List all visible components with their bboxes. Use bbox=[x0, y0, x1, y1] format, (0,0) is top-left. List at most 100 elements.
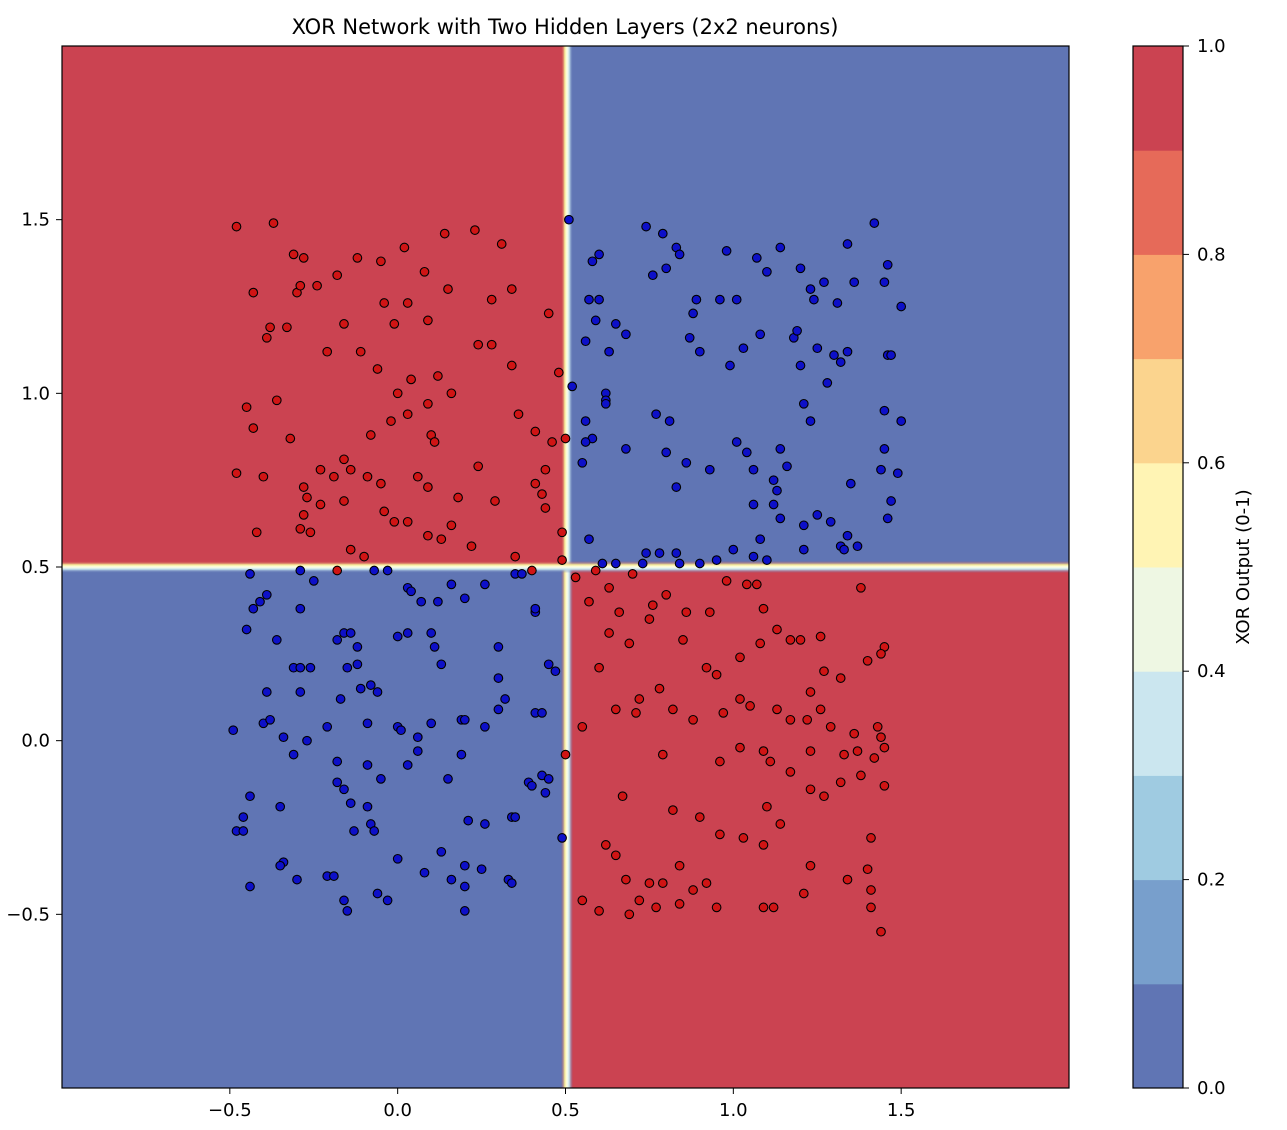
point-class-0 bbox=[661, 263, 672, 274]
point-class-1 bbox=[557, 555, 567, 565]
scatter-points bbox=[228, 214, 907, 937]
point-class-1 bbox=[849, 728, 860, 739]
colorbar-tick-label: 0.8 bbox=[1197, 244, 1226, 265]
point-class-0 bbox=[436, 659, 447, 670]
point-class-1 bbox=[862, 864, 873, 875]
colorbar-band bbox=[1133, 358, 1183, 464]
point-class-0 bbox=[419, 867, 430, 878]
point-class-0 bbox=[308, 576, 319, 586]
point-class-1 bbox=[590, 565, 601, 576]
point-class-1 bbox=[678, 635, 688, 645]
point-class-1 bbox=[295, 523, 306, 534]
point-class-0 bbox=[671, 482, 682, 492]
point-class-1 bbox=[668, 805, 678, 815]
point-class-0 bbox=[681, 457, 692, 468]
point-class-0 bbox=[332, 777, 343, 788]
point-class-1 bbox=[852, 746, 863, 756]
point-class-0 bbox=[302, 735, 312, 746]
point-class-0 bbox=[530, 603, 541, 614]
point-class-1 bbox=[701, 878, 712, 888]
point-class-0 bbox=[392, 853, 403, 864]
point-class-1 bbox=[355, 346, 366, 357]
point-class-0 bbox=[459, 714, 470, 725]
point-class-0 bbox=[406, 586, 416, 597]
x-tick-label: −0.5 bbox=[208, 1100, 252, 1121]
point-class-1 bbox=[657, 749, 668, 760]
colorbar-band bbox=[1133, 879, 1183, 985]
point-class-0 bbox=[342, 906, 353, 916]
point-class-0 bbox=[775, 513, 786, 524]
point-class-0 bbox=[295, 603, 306, 614]
point-class-0 bbox=[261, 589, 272, 600]
point-class-1 bbox=[423, 530, 433, 541]
point-class-1 bbox=[486, 294, 497, 305]
point-class-1 bbox=[530, 478, 541, 489]
point-class-0 bbox=[768, 499, 779, 510]
point-class-0 bbox=[805, 416, 816, 426]
point-class-1 bbox=[604, 628, 614, 638]
point-class-1 bbox=[798, 888, 809, 899]
point-class-1 bbox=[298, 482, 309, 492]
point-class-1 bbox=[389, 516, 400, 527]
point-class-0 bbox=[798, 398, 809, 409]
region-top-right-class-0 bbox=[567, 46, 1069, 567]
colorbar-tick-label: 0.6 bbox=[1197, 453, 1226, 474]
point-class-0 bbox=[731, 437, 742, 447]
point-class-0 bbox=[580, 416, 591, 426]
point-class-0 bbox=[594, 294, 604, 305]
point-class-0 bbox=[345, 798, 356, 809]
region-top-left-class-1 bbox=[62, 46, 567, 567]
point-class-1 bbox=[379, 298, 390, 308]
point-class-1 bbox=[362, 471, 373, 482]
point-class-0 bbox=[332, 635, 343, 645]
point-class-0 bbox=[580, 437, 591, 447]
point-class-0 bbox=[741, 447, 752, 458]
point-class-1 bbox=[802, 714, 813, 725]
point-class-1 bbox=[718, 708, 729, 718]
point-class-1 bbox=[694, 812, 705, 822]
point-class-1 bbox=[715, 756, 725, 767]
point-class-1 bbox=[376, 256, 386, 267]
point-class-0 bbox=[372, 888, 383, 899]
point-class-0 bbox=[610, 558, 621, 569]
point-class-1 bbox=[261, 332, 272, 343]
point-class-0 bbox=[345, 628, 356, 638]
point-class-0 bbox=[557, 833, 567, 843]
point-class-0 bbox=[798, 544, 809, 555]
point-class-1 bbox=[231, 468, 242, 479]
point-class-1 bbox=[805, 746, 816, 756]
point-class-0 bbox=[775, 444, 786, 454]
point-class-1 bbox=[339, 454, 349, 465]
point-class-1 bbox=[315, 499, 326, 510]
point-class-0 bbox=[842, 239, 853, 249]
colorbar-label: XOR Output (0-1) bbox=[1233, 489, 1254, 644]
point-class-0 bbox=[339, 895, 349, 906]
point-class-1 bbox=[513, 409, 524, 420]
point-class-0 bbox=[245, 881, 255, 892]
point-class-1 bbox=[305, 527, 316, 538]
point-class-0 bbox=[694, 558, 705, 569]
point-class-1 bbox=[775, 819, 786, 829]
point-class-0 bbox=[896, 301, 907, 312]
point-class-0 bbox=[782, 461, 792, 472]
point-class-0 bbox=[651, 409, 661, 420]
point-class-0 bbox=[825, 516, 836, 527]
point-class-0 bbox=[412, 746, 423, 756]
point-class-0 bbox=[459, 881, 470, 892]
point-class-0 bbox=[600, 398, 611, 409]
point-class-1 bbox=[856, 770, 866, 781]
point-class-0 bbox=[621, 329, 631, 340]
point-class-0 bbox=[661, 447, 672, 458]
colorbar-ticks: 0.0 0.2 0.4 0.6 0.8 1.0 bbox=[1183, 36, 1226, 1099]
point-class-0 bbox=[654, 548, 665, 558]
x-axis: −0.5 0.0 0.5 1.0 1.5 bbox=[208, 1088, 915, 1121]
point-class-0 bbox=[527, 780, 537, 791]
point-class-1 bbox=[866, 885, 876, 895]
point-class-0 bbox=[691, 294, 702, 305]
x-tick-label: 0.0 bbox=[383, 1100, 412, 1121]
point-class-1 bbox=[389, 319, 400, 329]
point-class-0 bbox=[829, 350, 839, 360]
point-class-0 bbox=[238, 812, 249, 822]
point-class-1 bbox=[614, 607, 625, 618]
point-class-0 bbox=[540, 787, 551, 798]
